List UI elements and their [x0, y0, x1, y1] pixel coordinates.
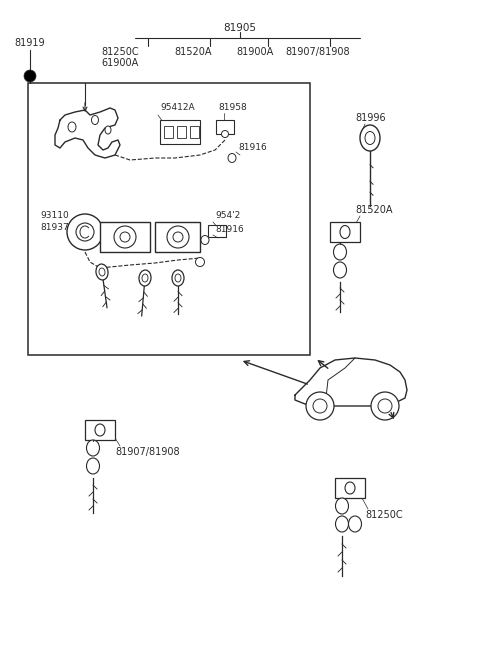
Bar [85, 420, 115, 440]
Text: 81916: 81916 [215, 225, 244, 235]
Ellipse shape [334, 262, 347, 278]
Text: 81916: 81916 [238, 143, 267, 152]
Circle shape [114, 226, 136, 248]
Bar [100, 222, 150, 252]
Circle shape [313, 399, 327, 413]
Text: 81250C: 81250C [101, 47, 139, 57]
Ellipse shape [336, 498, 348, 514]
Ellipse shape [105, 126, 111, 134]
Text: 81919: 81919 [15, 38, 45, 48]
Bar [177, 126, 186, 138]
Circle shape [306, 392, 334, 420]
Bar [160, 120, 200, 144]
Text: 81907/81908: 81907/81908 [286, 47, 350, 57]
Bar [190, 126, 199, 138]
Bar [28, 83, 310, 355]
Bar [164, 126, 173, 138]
Bar [216, 120, 234, 134]
Ellipse shape [175, 274, 181, 282]
Text: 81937: 81937 [40, 223, 69, 231]
Text: 93110: 93110 [40, 210, 69, 219]
Text: 81250C: 81250C [365, 510, 403, 520]
Text: 81520A: 81520A [174, 47, 212, 57]
Text: 81905: 81905 [224, 23, 256, 33]
Circle shape [76, 223, 94, 241]
Ellipse shape [365, 131, 375, 145]
Ellipse shape [95, 424, 105, 436]
Text: 95412A: 95412A [160, 102, 194, 112]
Ellipse shape [336, 516, 348, 532]
Ellipse shape [348, 516, 361, 532]
Ellipse shape [96, 264, 108, 280]
Text: 81907/81908: 81907/81908 [115, 447, 180, 457]
Ellipse shape [221, 131, 228, 137]
Text: 81900A: 81900A [236, 47, 274, 57]
Ellipse shape [92, 116, 98, 124]
Ellipse shape [68, 122, 76, 132]
Ellipse shape [340, 225, 350, 238]
Circle shape [167, 226, 189, 248]
Text: 81958: 81958 [218, 102, 247, 112]
Ellipse shape [142, 274, 148, 282]
Ellipse shape [360, 125, 380, 151]
Text: 81520A: 81520A [355, 205, 393, 215]
Ellipse shape [172, 270, 184, 286]
Circle shape [371, 392, 399, 420]
Ellipse shape [86, 458, 99, 474]
Bar [208, 225, 226, 237]
Bar [155, 222, 200, 252]
Ellipse shape [201, 235, 209, 244]
Bar [335, 478, 365, 498]
Ellipse shape [99, 268, 105, 276]
Circle shape [173, 232, 183, 242]
Text: 954'2: 954'2 [215, 210, 240, 219]
Circle shape [378, 399, 392, 413]
Bar [330, 222, 360, 242]
Ellipse shape [86, 440, 99, 456]
Text: 61900A: 61900A [101, 58, 139, 68]
Ellipse shape [195, 258, 204, 267]
Ellipse shape [345, 482, 355, 494]
Circle shape [67, 214, 103, 250]
Circle shape [120, 232, 130, 242]
Ellipse shape [139, 270, 151, 286]
Ellipse shape [228, 154, 236, 162]
Ellipse shape [334, 244, 347, 260]
Circle shape [24, 70, 36, 82]
Text: 81996: 81996 [355, 113, 385, 123]
